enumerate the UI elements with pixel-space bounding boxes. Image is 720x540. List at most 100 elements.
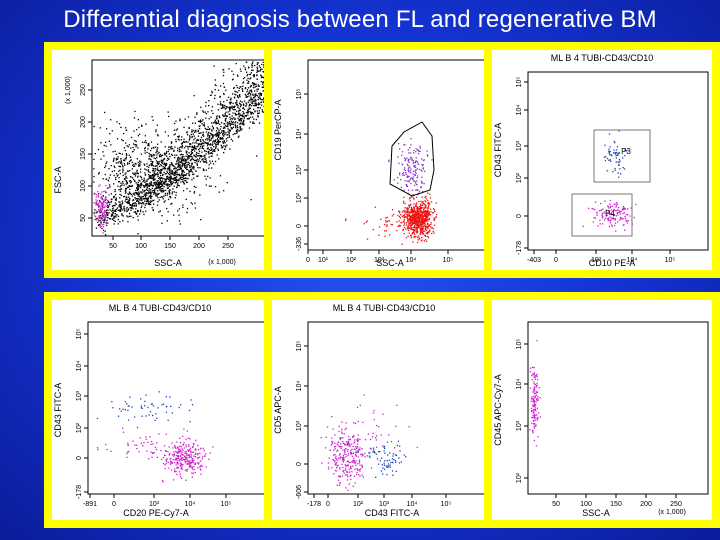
data-point bbox=[176, 160, 178, 162]
data-point bbox=[190, 165, 192, 167]
data-point bbox=[188, 165, 191, 167]
data-point bbox=[416, 446, 418, 449]
data-point bbox=[622, 206, 624, 208]
data-point bbox=[342, 470, 344, 472]
data-point bbox=[247, 112, 249, 114]
data-point bbox=[102, 215, 104, 217]
data-point bbox=[189, 438, 191, 440]
data-point bbox=[189, 136, 191, 138]
data-point bbox=[118, 181, 121, 183]
data-point bbox=[197, 457, 199, 459]
data-point bbox=[133, 416, 136, 418]
data-point bbox=[223, 126, 225, 128]
data-point bbox=[398, 210, 400, 212]
data-point bbox=[423, 203, 426, 205]
data-point bbox=[199, 143, 201, 146]
data-point bbox=[258, 104, 260, 106]
data-point bbox=[425, 239, 427, 241]
data-point bbox=[146, 200, 148, 202]
data-point bbox=[188, 156, 190, 158]
y-axis-label: FSC-A bbox=[53, 167, 63, 194]
data-point bbox=[205, 117, 207, 119]
data-point bbox=[158, 181, 160, 184]
data-point bbox=[248, 92, 250, 94]
data-point bbox=[208, 128, 211, 131]
data-point bbox=[224, 145, 227, 147]
data-point bbox=[182, 457, 184, 459]
data-point bbox=[239, 94, 241, 96]
data-point bbox=[405, 158, 407, 160]
data-point bbox=[425, 217, 427, 219]
data-point bbox=[529, 371, 531, 373]
data-point bbox=[178, 220, 181, 222]
data-point bbox=[152, 185, 154, 187]
data-point bbox=[429, 226, 431, 228]
data-point bbox=[359, 449, 361, 451]
data-point bbox=[247, 111, 249, 113]
data-point bbox=[388, 434, 390, 436]
data-point bbox=[136, 198, 138, 200]
data-point bbox=[125, 183, 127, 185]
data-point bbox=[622, 157, 624, 159]
data-point bbox=[219, 128, 222, 130]
data-point bbox=[253, 97, 255, 99]
data-point bbox=[433, 209, 435, 211]
data-point bbox=[170, 161, 172, 164]
data-point bbox=[388, 159, 390, 161]
data-point bbox=[200, 464, 203, 466]
data-point bbox=[97, 204, 99, 206]
data-point bbox=[381, 464, 383, 466]
data-point bbox=[407, 165, 409, 167]
data-point bbox=[161, 479, 164, 482]
data-point bbox=[152, 452, 154, 454]
data-point bbox=[399, 148, 401, 150]
data-point bbox=[136, 129, 138, 131]
data-point bbox=[188, 169, 190, 171]
data-point bbox=[619, 168, 621, 170]
data-point bbox=[178, 168, 180, 171]
data-point bbox=[180, 175, 182, 177]
data-point bbox=[154, 419, 156, 422]
data-point bbox=[532, 431, 534, 434]
data-point bbox=[157, 170, 159, 172]
data-point bbox=[103, 223, 105, 225]
data-point bbox=[411, 221, 413, 223]
data-point bbox=[361, 474, 363, 476]
data-point bbox=[625, 220, 627, 222]
data-point bbox=[157, 164, 159, 166]
data-point bbox=[251, 116, 254, 118]
data-point bbox=[145, 188, 148, 190]
data-point bbox=[214, 141, 216, 143]
data-point bbox=[251, 64, 254, 67]
data-point bbox=[181, 451, 183, 453]
data-point bbox=[148, 414, 150, 416]
data-point bbox=[188, 171, 190, 173]
data-point bbox=[415, 189, 417, 191]
data-point bbox=[415, 206, 418, 208]
data-point bbox=[125, 198, 127, 201]
data-point bbox=[432, 208, 435, 210]
data-point bbox=[185, 450, 187, 453]
data-point bbox=[137, 210, 139, 212]
data-point bbox=[184, 455, 186, 458]
data-point bbox=[100, 208, 102, 210]
data-point bbox=[97, 224, 100, 226]
data-point bbox=[172, 479, 175, 481]
data-point bbox=[97, 148, 100, 151]
data-point bbox=[193, 155, 195, 157]
data-point bbox=[258, 93, 260, 95]
data-point bbox=[608, 151, 611, 153]
data-point bbox=[223, 122, 225, 125]
data-point bbox=[239, 126, 241, 128]
data-point bbox=[93, 212, 95, 214]
data-point bbox=[236, 91, 239, 94]
data-point bbox=[180, 150, 182, 152]
data-point bbox=[158, 163, 160, 165]
data-point bbox=[149, 191, 152, 193]
data-point bbox=[394, 454, 397, 456]
data-point bbox=[115, 173, 118, 175]
data-point bbox=[214, 119, 216, 121]
data-point bbox=[239, 68, 242, 70]
data-point bbox=[401, 222, 403, 224]
data-point bbox=[617, 209, 619, 211]
